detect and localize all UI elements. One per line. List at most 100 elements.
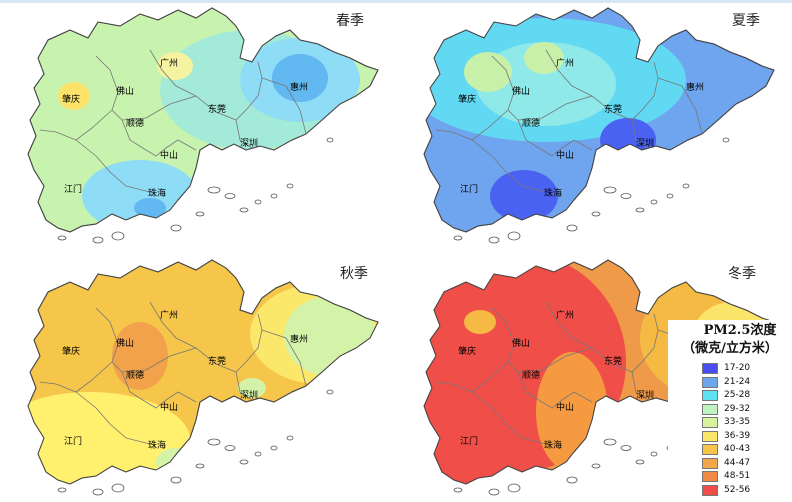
district-border [261,77,307,135]
city-label-foshan: 佛山 [512,87,531,97]
legend-item: 33-35 [702,416,782,428]
island [239,207,249,213]
city-label-zhuhai: 珠海 [148,441,167,451]
concentration-zone [272,54,328,102]
legend: PM2.5浓度 （微克/立方米） 17-20 21-24 25-28 29-32 33-… [668,320,792,502]
legend-title: PM2.5浓度 [703,323,777,338]
city-label-zhongshan: 中山 [556,403,575,413]
island [650,199,658,205]
island [286,435,294,441]
city-label-shenzhen: 深圳 [636,391,655,401]
city-label-jiangmen: 江门 [460,437,479,447]
city-label-dongguan: 东莞 [604,105,623,115]
city-label-zhuhai: 珠海 [544,441,563,451]
city-label-guangzhou: 广州 [556,311,575,321]
island [566,476,578,484]
city-label-dongguan: 东莞 [208,105,227,115]
island [111,231,125,241]
island [453,235,463,241]
island [57,487,67,493]
concentration-zone [82,160,198,232]
island [254,451,262,457]
legend-label: 40-43 [724,444,751,454]
island [224,445,236,451]
island [566,224,578,232]
district-border [517,61,659,121]
district-border [261,329,307,387]
city-label-zhongshan: 中山 [556,151,575,161]
legend-swatch [702,484,718,496]
island [111,483,125,493]
city-label-huizhou: 惠州 [686,83,705,93]
island [326,137,334,143]
legend-item: 44-47 [702,457,782,469]
district-border [75,139,151,193]
city-label-zhongshan: 中山 [160,151,179,161]
district-border [545,49,593,97]
island [591,211,601,217]
district-border [121,119,197,157]
legend-unit: （微克/立方米） [682,341,778,356]
legend-item: 52-56 [702,484,782,496]
district-border [545,301,593,349]
district-border [121,313,263,373]
city-label-dongguan: 东莞 [604,357,623,367]
legend-swatch [702,417,718,428]
legend-swatch [702,457,718,469]
concentration-zone [464,52,512,92]
district-border [631,119,649,149]
city-label-guangzhou: 广州 [556,59,575,69]
concentration-zone [476,42,616,126]
concentration-zone [424,394,526,484]
island [195,463,205,469]
district-border [517,313,659,373]
island [453,487,463,493]
city-label-shenzhen: 深圳 [240,139,259,149]
prd-map [27,259,379,496]
island [195,211,205,217]
island [488,236,500,244]
island [170,224,182,232]
city-label-zhuhai: 珠海 [148,189,167,199]
district-border [121,61,263,121]
legend-label: 33-35 [724,417,751,427]
legend-item: 17-20 [702,362,782,374]
city-label-jiangmen: 江门 [64,437,83,447]
island [92,236,104,244]
city-label-zhaoqing: 肇庆 [458,347,477,357]
island [57,235,67,241]
prd-map [423,7,775,244]
city-label-zhaoqing: 肇庆 [458,95,477,105]
district-border [657,77,703,135]
city-label-zhongshan: 中山 [160,403,179,413]
district-border [235,119,253,149]
season-title: 冬季 [728,266,756,282]
legend-item: 40-43 [702,443,782,455]
island [270,193,278,199]
concentration-zone [58,82,90,110]
city-label-foshan: 佛山 [116,87,135,97]
island [682,183,690,189]
island [207,438,221,446]
island [620,445,632,451]
district-border [517,371,593,409]
map-panel-spring [0,0,392,250]
district-border [491,55,519,121]
season-title: 夏季 [732,13,760,29]
prd-map [27,7,379,244]
city-label-jiangmen: 江门 [64,185,83,195]
legend-swatch [702,430,718,442]
city-label-shunde: 顺德 [126,371,145,381]
legend-label: 36-39 [724,430,751,441]
city-label-huizhou: 惠州 [290,335,309,345]
legend-item: 25-28 [702,389,782,401]
island [635,459,645,465]
concentration-zone [490,170,558,222]
island [286,183,294,189]
city-label-jiangmen: 江门 [460,185,479,195]
city-label-guangzhou: 广州 [160,59,179,69]
legend-item: 21-24 [702,376,782,388]
concentration-zone [238,378,266,398]
island [92,488,104,496]
district-border [95,55,123,121]
